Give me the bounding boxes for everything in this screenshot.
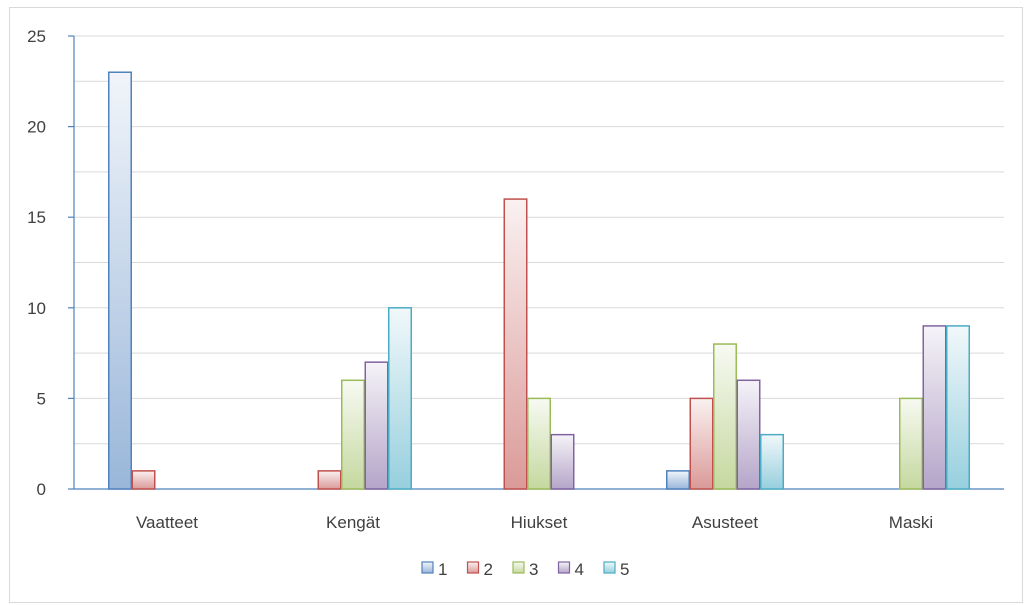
bar-series-3	[341, 379, 365, 490]
legend-swatch	[603, 561, 616, 574]
x-tick-label: Hiukset	[511, 513, 568, 532]
bars	[108, 71, 970, 490]
x-tick-label: Kengät	[326, 513, 380, 532]
bar-series-5	[946, 325, 970, 490]
legend-label: 5	[620, 560, 629, 579]
legend-label: 1	[438, 560, 447, 579]
legend-swatch	[421, 561, 434, 574]
legend-label: 4	[575, 560, 584, 579]
legend-swatch	[557, 561, 571, 574]
bar-series-2	[131, 470, 156, 490]
y-tick-label: 10	[27, 299, 46, 318]
bar-series-2	[317, 470, 342, 490]
bar-series-3	[899, 397, 923, 490]
bar-series-2	[503, 198, 528, 490]
bar-series-3	[527, 397, 551, 490]
y-tick-label: 5	[37, 389, 46, 408]
bar-series-5	[760, 433, 784, 490]
bar-series-4	[364, 361, 389, 490]
bar-series-4	[550, 433, 575, 490]
legend-swatch	[512, 561, 525, 574]
x-tick-label: Asusteet	[692, 513, 758, 532]
y-tick-label: 15	[27, 208, 46, 227]
bar-series-4	[736, 379, 761, 490]
y-tick-label: 25	[27, 27, 46, 46]
bar-series-1	[666, 470, 690, 490]
x-tick-label: Maski	[889, 513, 933, 532]
bar-series-4	[922, 325, 947, 490]
gridlines	[74, 35, 1004, 445]
bar-series-3	[713, 343, 737, 490]
legend: 1 2 3 4 5	[421, 560, 629, 579]
bar-series-2	[689, 397, 714, 490]
legend-swatch	[466, 561, 480, 574]
x-tick-label: Vaatteet	[136, 513, 198, 532]
bar-series-5	[388, 307, 412, 490]
y-tick-label: 0	[37, 480, 46, 499]
legend-label: 2	[484, 560, 493, 579]
tick-labels: 0 5 10 15 20 25 Vaatteet Kengät Hiukset Asusteet M…	[27, 27, 933, 532]
bar-series-1	[108, 71, 132, 490]
legend-label: 3	[529, 560, 538, 579]
y-tick-label: 20	[27, 118, 46, 137]
